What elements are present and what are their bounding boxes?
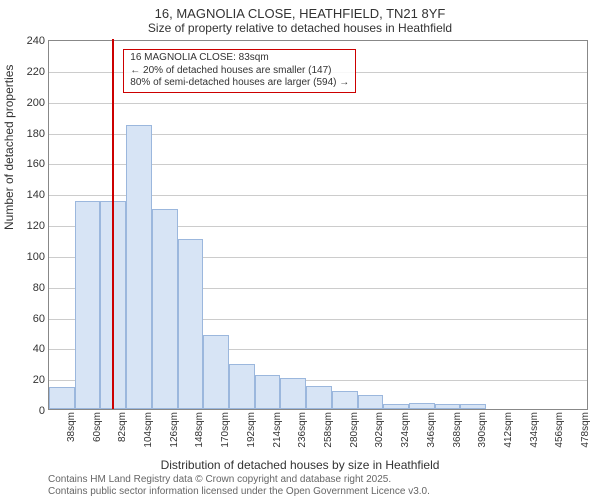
x-tick-label: 60sqm (92, 412, 103, 442)
chart-container: 16, MAGNOLIA CLOSE, HEATHFIELD, TN21 8YF… (0, 0, 600, 500)
annotation-line: 80% of semi-detached houses are larger (… (130, 77, 349, 90)
y-tick-label: 20 (33, 374, 45, 386)
x-tick-label: 456sqm (554, 412, 565, 448)
x-tick-label: 324sqm (400, 412, 411, 448)
annotation-line: ← 20% of detached houses are smaller (14… (130, 65, 349, 78)
x-tick-label: 412sqm (503, 412, 514, 448)
histogram-bar (460, 404, 486, 409)
y-tick-label: 40 (33, 343, 45, 355)
attribution-line: Contains public sector information licen… (48, 486, 430, 498)
x-tick-label: 390sqm (477, 412, 488, 448)
y-tick-label: 180 (27, 128, 45, 140)
histogram-bar (49, 387, 75, 409)
x-tick-label: 170sqm (220, 412, 231, 448)
histogram-bar (229, 364, 255, 409)
histogram-bar (126, 125, 152, 409)
histogram-bar (152, 209, 178, 409)
annotation-line: 16 MAGNOLIA CLOSE: 83sqm (130, 52, 349, 65)
attribution-line: Contains HM Land Registry data © Crown c… (48, 474, 430, 486)
x-axis-label: Distribution of detached houses by size … (0, 458, 600, 472)
x-tick-label: 192sqm (246, 412, 257, 448)
histogram-bar (255, 375, 281, 409)
x-tick-label: 148sqm (194, 412, 205, 448)
x-tick-label: 346sqm (426, 412, 437, 448)
x-tick-label: 236sqm (297, 412, 308, 448)
histogram-bar (178, 239, 204, 409)
chart-title-main: 16, MAGNOLIA CLOSE, HEATHFIELD, TN21 8YF (0, 6, 600, 21)
y-tick-label: 160 (27, 158, 45, 170)
annotation-box: 16 MAGNOLIA CLOSE: 83sqm← 20% of detache… (123, 49, 356, 93)
histogram-bar (358, 395, 384, 409)
histogram-bar (306, 386, 332, 409)
y-tick-label: 80 (33, 282, 45, 294)
chart-title-sub: Size of property relative to detached ho… (0, 21, 600, 35)
histogram-bar (435, 404, 461, 409)
y-tick-label: 200 (27, 97, 45, 109)
histogram-bar (75, 201, 101, 409)
y-tick-label: 100 (27, 251, 45, 263)
gridline (49, 103, 587, 104)
x-tick-label: 434sqm (529, 412, 540, 448)
x-tick-label: 104sqm (143, 412, 154, 448)
property-marker-line (112, 39, 114, 409)
y-tick-label: 60 (33, 313, 45, 325)
y-tick-label: 0 (39, 405, 45, 417)
histogram-bar (203, 335, 229, 409)
y-tick-label: 240 (27, 35, 45, 47)
y-tick-label: 120 (27, 220, 45, 232)
x-tick-label: 38sqm (66, 412, 77, 442)
x-tick-label: 126sqm (169, 412, 180, 448)
y-tick-label: 220 (27, 66, 45, 78)
x-tick-label: 302sqm (374, 412, 385, 448)
x-tick-label: 258sqm (323, 412, 334, 448)
histogram-bar (280, 378, 306, 409)
y-tick-label: 140 (27, 189, 45, 201)
x-tick-label: 478sqm (580, 412, 591, 448)
x-tick-label: 214sqm (272, 412, 283, 448)
histogram-bar (383, 404, 409, 409)
y-axis-label: Number of detached properties (2, 65, 16, 230)
histogram-bar (332, 391, 358, 410)
x-tick-label: 368sqm (452, 412, 463, 448)
histogram-bar (409, 403, 435, 409)
attribution-text: Contains HM Land Registry data © Crown c… (48, 474, 430, 497)
plot-area: 02040608010012014016018020022024038sqm60… (48, 40, 588, 410)
x-tick-label: 82sqm (117, 412, 128, 442)
x-tick-label: 280sqm (349, 412, 360, 448)
